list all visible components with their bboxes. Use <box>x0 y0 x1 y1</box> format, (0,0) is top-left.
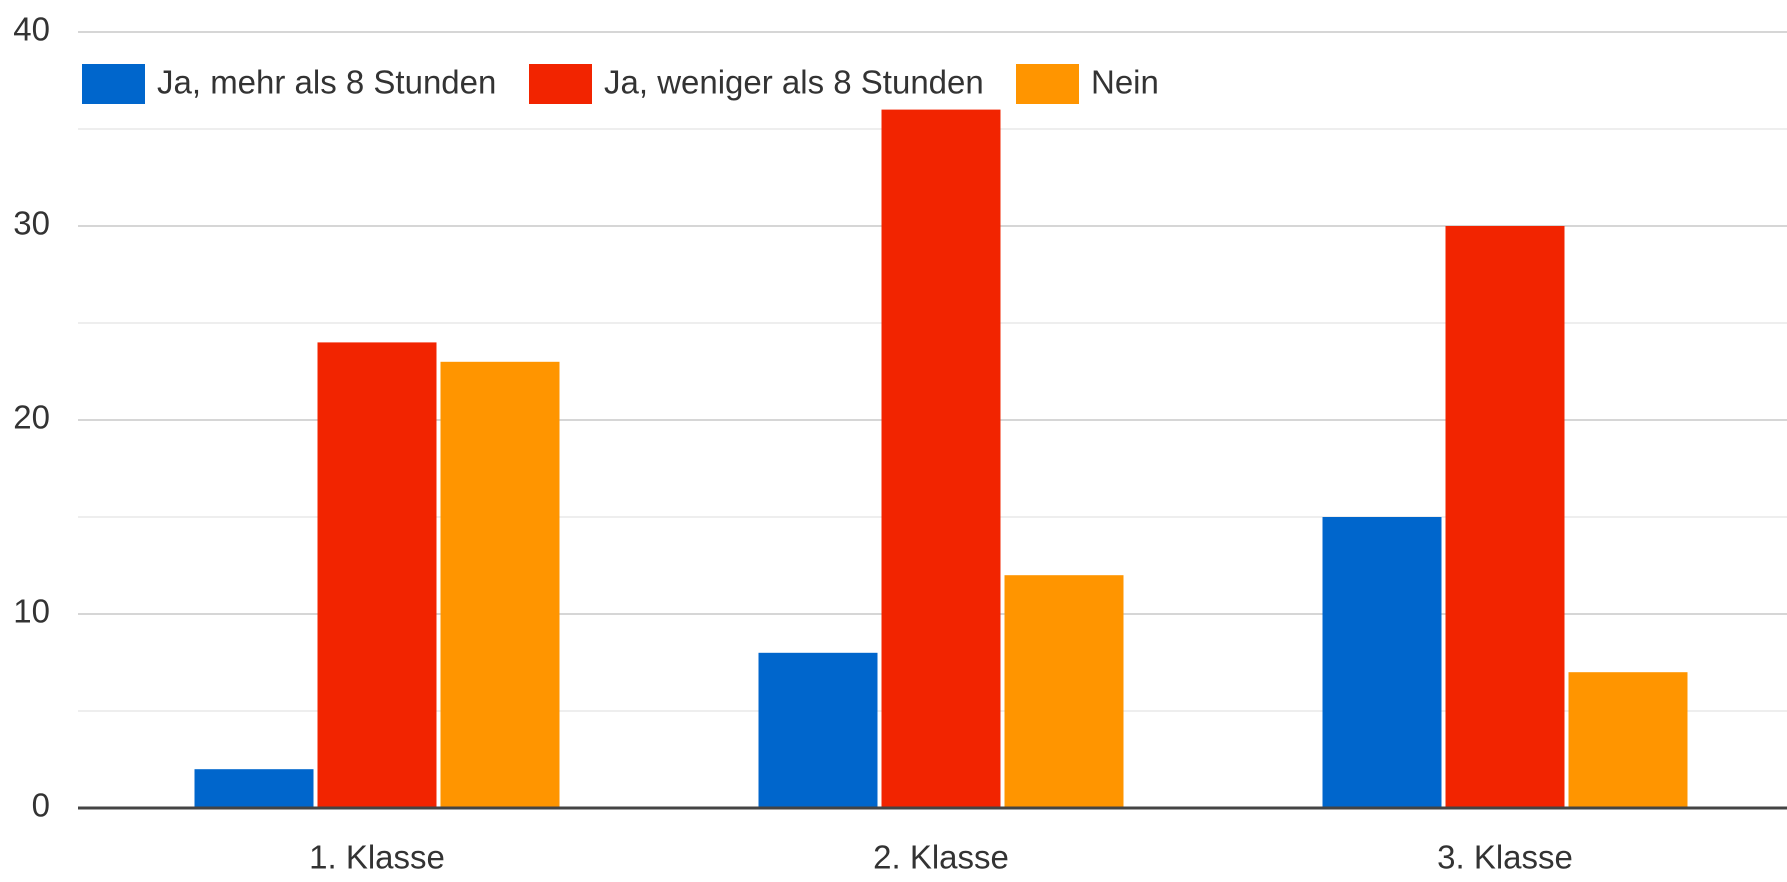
bar <box>440 361 560 808</box>
bar <box>758 652 878 808</box>
x-tick-label: 2. Klasse <box>873 839 1009 876</box>
bar <box>1004 575 1124 808</box>
legend-label: Ja, mehr als 8 Stunden <box>157 64 496 101</box>
legend-swatch <box>1016 64 1079 104</box>
y-tick-label: 0 <box>32 787 50 824</box>
bar <box>1568 672 1688 808</box>
y-tick-label: 10 <box>13 593 50 630</box>
x-tick-label: 3. Klasse <box>1437 839 1573 876</box>
bar <box>1445 226 1565 808</box>
y-tick-label: 20 <box>13 399 50 436</box>
bar <box>881 109 1001 809</box>
legend-swatch <box>82 64 145 104</box>
x-tick-label: 1. Klasse <box>309 839 445 876</box>
legend-label: Nein <box>1091 64 1159 101</box>
legend-swatch <box>529 64 592 104</box>
legend-label: Ja, weniger als 8 Stunden <box>604 64 984 101</box>
bar <box>317 342 437 808</box>
y-tick-label: 40 <box>13 11 50 48</box>
y-tick-label: 30 <box>13 205 50 242</box>
bar <box>1322 517 1442 808</box>
bar <box>194 769 314 808</box>
